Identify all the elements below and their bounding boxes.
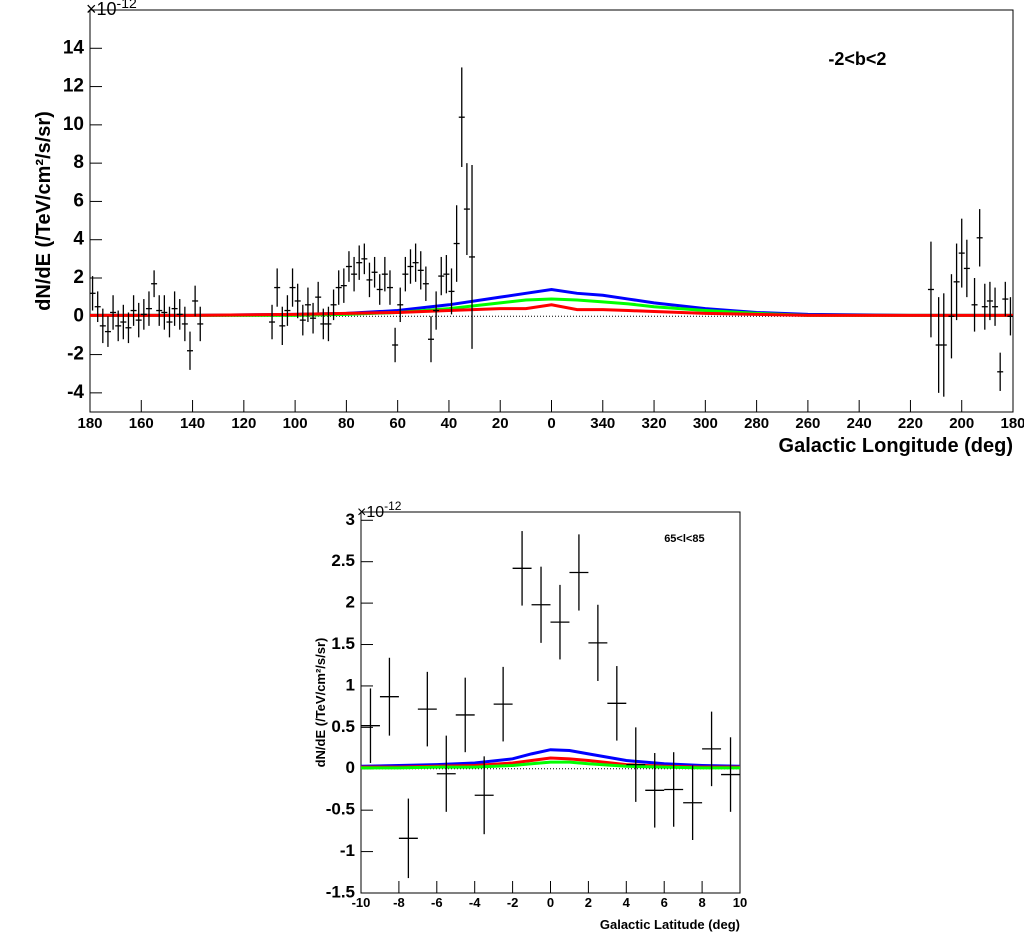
- y-tick-label: -1.5: [326, 882, 355, 901]
- y-tick-label: 14: [63, 37, 85, 58]
- x-tick-label: 280: [744, 415, 769, 432]
- y-tick-label: 8: [73, 152, 84, 173]
- annotation: 65<l<85: [664, 533, 704, 545]
- x-tick-label: 320: [642, 415, 667, 432]
- annotation: -2<b<2: [828, 49, 886, 69]
- exponent-power: -12: [384, 499, 402, 513]
- model-line: [90, 297, 1013, 317]
- x-tick-label: 100: [283, 415, 308, 432]
- x-tick-label: -10: [352, 895, 371, 910]
- y-tick-label: -0.5: [326, 800, 355, 819]
- x-tick-label: 20: [492, 415, 509, 432]
- x-tick-label: -4: [469, 895, 481, 910]
- y-tick-label: 2: [346, 593, 355, 612]
- model-line: [361, 760, 740, 770]
- y-tick-label: -1: [340, 841, 355, 860]
- x-axis-label: Galactic Latitude (deg): [600, 917, 740, 932]
- x-tick-label: -8: [393, 895, 405, 910]
- model-line: [90, 303, 1013, 317]
- plot-frame: [89, 9, 1014, 413]
- y-tick-label: 0.5: [331, 717, 355, 736]
- y-tick-label: 0: [346, 758, 355, 777]
- y-tick-label: 0: [73, 305, 84, 326]
- x-tick-label: 60: [389, 415, 406, 432]
- y-axis-label: dN/dE (/TeV/cm²/s/sr): [33, 111, 55, 311]
- x-tick-label: 40: [441, 415, 458, 432]
- x-tick-label: 6: [661, 895, 668, 910]
- x-tick-label: 200: [949, 415, 974, 432]
- x-tick-label: -6: [431, 895, 443, 910]
- y-tick-label: 10: [63, 114, 84, 135]
- x-tick-label: 180: [77, 415, 102, 432]
- x-tick-label: 4: [623, 895, 631, 910]
- x-tick-label: -2: [507, 895, 519, 910]
- y-axis-label: dN/dE (/TeV/cm²/s/sr): [313, 638, 328, 768]
- x-tick-label: 140: [180, 415, 205, 432]
- x-tick-label: 0: [547, 895, 554, 910]
- y-tick-label: 1: [346, 675, 355, 694]
- x-tick-label: 0: [547, 415, 555, 432]
- exponent-label: ×10-12: [86, 0, 137, 19]
- y-tick-label: 2: [73, 267, 84, 288]
- x-tick-label: 240: [847, 415, 872, 432]
- y-tick-label: 6: [73, 190, 84, 211]
- y-tick-label: 4: [73, 229, 84, 250]
- x-tick-label: 220: [898, 415, 923, 432]
- exponent-power: -12: [117, 0, 137, 11]
- x-tick-label: 340: [590, 415, 615, 432]
- exponent-label: ×10-12: [357, 499, 402, 521]
- plot-frame: [360, 511, 741, 894]
- x-tick-label: 80: [338, 415, 355, 432]
- exponent-base: ×10: [357, 504, 384, 521]
- y-tick-label: 1.5: [331, 634, 355, 653]
- y-tick-label: -4: [67, 382, 84, 403]
- y-tick-label: 12: [63, 76, 84, 97]
- model-line: [360, 748, 741, 768]
- x-tick-label: 120: [231, 415, 256, 432]
- x-tick-label: 260: [795, 415, 820, 432]
- x-tick-label: 10: [733, 895, 747, 910]
- x-tick-label: 8: [698, 895, 705, 910]
- model-line: [90, 287, 1013, 317]
- y-tick-label: -2: [67, 344, 84, 365]
- y-tick-label: 3: [346, 510, 355, 529]
- x-tick-label: 160: [129, 415, 154, 432]
- x-tick-label: 180: [1000, 415, 1024, 432]
- x-tick-label: 2: [585, 895, 592, 910]
- exponent-base: ×10: [86, 0, 117, 19]
- x-axis-label: Galactic Longitude (deg): [779, 435, 1013, 457]
- x-tick-label: 300: [693, 415, 718, 432]
- y-tick-label: 2.5: [331, 551, 355, 570]
